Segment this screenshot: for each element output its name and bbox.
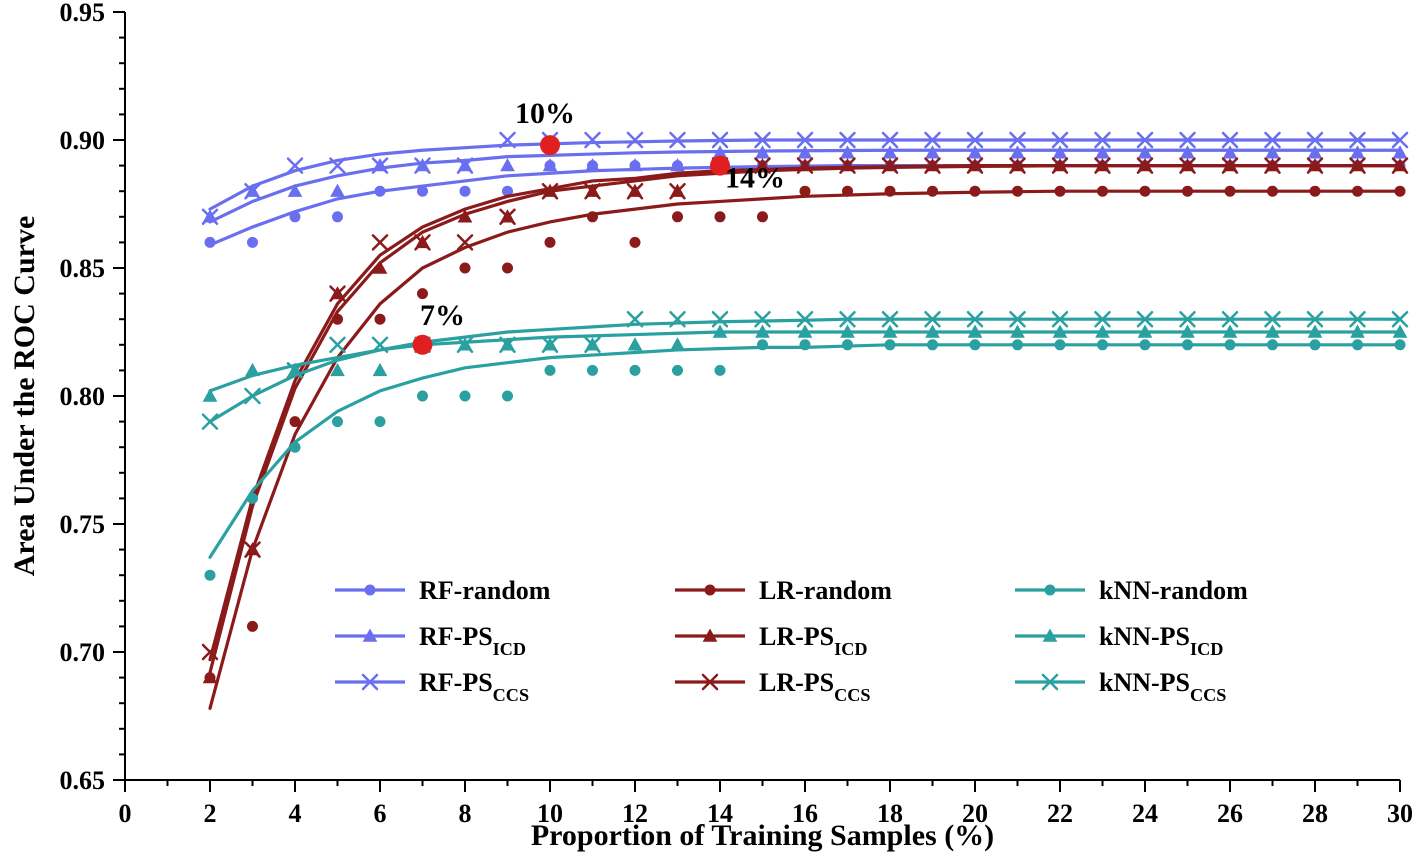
svg-text:28: 28 — [1302, 799, 1328, 828]
svg-text:22: 22 — [1047, 799, 1073, 828]
svg-text:0.65: 0.65 — [60, 766, 106, 795]
legend-label: kNN-PSCCS — [1099, 668, 1226, 705]
legend-item-lr_ps_icd: LR-PSICD — [675, 622, 867, 659]
roc-auc-chart: 0246810121416182022242628300.650.700.750… — [0, 0, 1420, 859]
y-axis-title: Area Under the ROC Curve — [8, 216, 41, 577]
legend-item-knn_random: kNN-random — [1015, 576, 1248, 605]
legend-label: kNN-PSICD — [1099, 622, 1223, 659]
series-rf_random — [205, 161, 1405, 248]
annotation-14%: 14% — [710, 156, 785, 195]
legend-label: LR-PSICD — [759, 622, 867, 659]
svg-text:0.90: 0.90 — [60, 126, 106, 155]
legend-label: RF-random — [419, 576, 551, 605]
legend-item-rf_ps_icd: RF-PSICD — [335, 622, 526, 659]
svg-text:0.85: 0.85 — [60, 254, 106, 283]
svg-text:2: 2 — [204, 799, 217, 828]
legend-label: LR-random — [759, 576, 892, 605]
legend-item-lr_random: LR-random — [675, 576, 892, 605]
svg-text:0.75: 0.75 — [60, 510, 106, 539]
svg-text:0.80: 0.80 — [60, 382, 106, 411]
series-rf_ps_icd — [204, 146, 1407, 222]
legend-label: RF-PSICD — [419, 622, 526, 659]
annotation-label: 7% — [420, 299, 465, 332]
annotation-10%: 10% — [515, 97, 575, 155]
x-axis-title: Proportion of Training Samples (%) — [531, 819, 994, 852]
legend-item-rf_ps_ccs: RF-PSCCS — [335, 668, 529, 705]
legend-item-rf_random: RF-random — [335, 576, 551, 605]
svg-text:30: 30 — [1387, 799, 1413, 828]
legend-label: kNN-random — [1099, 576, 1248, 605]
svg-text:0: 0 — [119, 799, 132, 828]
legend-item-knn_ps_icd: kNN-PSICD — [1015, 622, 1223, 659]
svg-text:24: 24 — [1132, 799, 1158, 828]
svg-text:26: 26 — [1217, 799, 1243, 828]
svg-text:0.70: 0.70 — [60, 638, 106, 667]
legend-item-knn_ps_ccs: kNN-PSCCS — [1015, 668, 1226, 705]
annotation-label: 14% — [725, 162, 785, 195]
svg-text:6: 6 — [374, 799, 387, 828]
svg-text:8: 8 — [459, 799, 472, 828]
svg-text:4: 4 — [289, 799, 302, 828]
annotation-label: 10% — [515, 97, 575, 130]
legend-item-lr_ps_ccs: LR-PSCCS — [675, 668, 871, 705]
legend-label: RF-PSCCS — [419, 668, 529, 705]
annotation-7%: 7% — [413, 299, 466, 355]
svg-text:0.95: 0.95 — [60, 0, 106, 27]
legend-label: LR-PSCCS — [759, 668, 871, 705]
